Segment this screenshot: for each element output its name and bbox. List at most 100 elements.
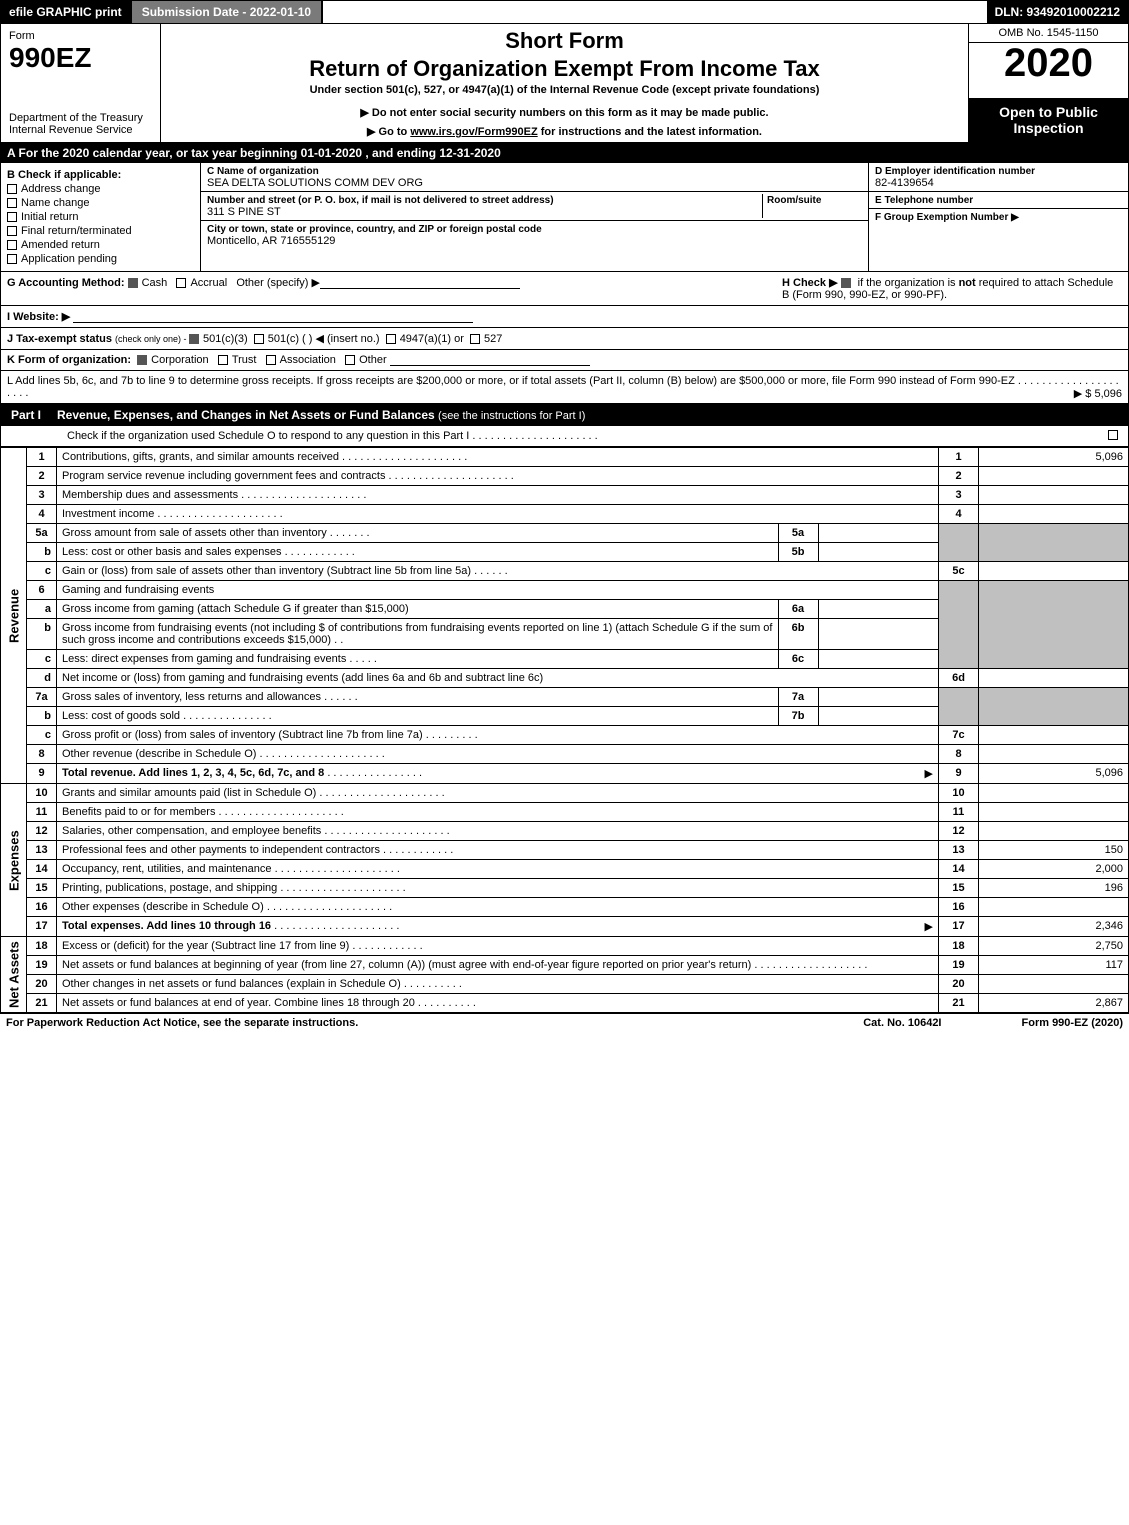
line-l: L Add lines 5b, 6c, and 7b to line 9 to … — [0, 371, 1129, 404]
line-a: A For the 2020 calendar year, or tax yea… — [0, 143, 1129, 163]
name-row: C Name of organization SEA DELTA SOLUTIO… — [201, 163, 868, 192]
table-row: 11Benefits paid to or for members11 — [1, 803, 1129, 822]
page-footer: For Paperwork Reduction Act Notice, see … — [0, 1013, 1129, 1032]
table-row: 2Program service revenue including gover… — [1, 467, 1129, 486]
header-center: Short Form Return of Organization Exempt… — [161, 24, 968, 142]
dln-label: DLN: 93492010002212 — [987, 1, 1128, 23]
checkbox-filled-icon — [128, 278, 138, 288]
short-form-title: Short Form — [169, 28, 960, 54]
table-row: cGross profit or (loss) from sales of in… — [1, 726, 1129, 745]
part1-num: Part I — [1, 405, 51, 425]
footer-right: Form 990-EZ (2020) — [1022, 1017, 1124, 1029]
top-bar: efile GRAPHIC print Submission Date - 20… — [0, 0, 1129, 24]
org-info-block: B Check if applicable: Address change Na… — [0, 163, 1129, 272]
checkbox-icon[interactable] — [176, 278, 186, 288]
f-label: F Group Exemption Number ▶ — [875, 212, 1019, 223]
checkbox-icon[interactable] — [254, 334, 264, 344]
c-label: C Name of organization — [207, 166, 319, 177]
checkbox-icon[interactable] — [266, 355, 276, 365]
part1-title: Revenue, Expenses, and Changes in Net As… — [51, 405, 1128, 425]
phone-row: E Telephone number — [869, 192, 1128, 209]
goto-post: for instructions and the latest informat… — [538, 126, 762, 138]
subtitle: Under section 501(c), 527, or 4947(a)(1)… — [169, 84, 960, 96]
side-revenue: Revenue — [1, 448, 27, 784]
checkbox-icon[interactable] — [218, 355, 228, 365]
goto-pre: ▶ Go to — [367, 126, 410, 138]
checkbox-icon — [7, 240, 17, 250]
chk-address[interactable]: Address change — [7, 183, 194, 195]
table-row: Expenses 10Grants and similar amounts pa… — [1, 784, 1129, 803]
open-inspection: Open to Public Inspection — [969, 98, 1128, 142]
chk-name[interactable]: Name change — [7, 197, 194, 209]
line-box: 1 — [939, 448, 979, 467]
part1-table: Revenue 1 Contributions, gifts, grants, … — [0, 447, 1129, 1013]
table-row: 12Salaries, other compensation, and empl… — [1, 822, 1129, 841]
line-text: Contributions, gifts, grants, and simila… — [57, 448, 939, 467]
b-label: B Check if applicable: — [7, 169, 194, 181]
table-row: dNet income or (loss) from gaming and fu… — [1, 669, 1129, 688]
g-h-block: G Accounting Method: Cash Accrual Other … — [0, 272, 1129, 306]
line-num: 1 — [27, 448, 57, 467]
table-row: 16Other expenses (describe in Schedule O… — [1, 898, 1129, 917]
goto-link[interactable]: www.irs.gov/Form990EZ — [410, 126, 537, 138]
efile-label: efile GRAPHIC print — [1, 1, 130, 23]
table-row: 9Total revenue. Add lines 1, 2, 3, 4, 5c… — [1, 764, 1129, 784]
table-row: 8Other revenue (describe in Schedule O)8 — [1, 745, 1129, 764]
room-label: Room/suite — [767, 195, 821, 206]
table-row: 13Professional fees and other payments t… — [1, 841, 1129, 860]
header-left: Form 990EZ Department of the Treasury In… — [1, 24, 161, 142]
table-row: 5a Gross amount from sale of assets othe… — [1, 524, 1129, 543]
table-row: 7a Gross sales of inventory, less return… — [1, 688, 1129, 707]
tax-year: 2020 — [969, 43, 1128, 98]
chk-initial[interactable]: Initial return — [7, 211, 194, 223]
chk-amended[interactable]: Amended return — [7, 239, 194, 251]
table-row: Net Assets 18Excess or (deficit) for the… — [1, 937, 1129, 956]
checkbox-icon — [7, 212, 17, 222]
e-label: E Telephone number — [875, 195, 973, 206]
checkbox-icon — [7, 184, 17, 194]
checkbox-icon — [7, 226, 17, 236]
table-row: 6Gaming and fundraising events — [1, 581, 1129, 600]
city-value: Monticello, AR 716555129 — [207, 235, 335, 247]
dept-treasury: Department of the Treasury — [9, 112, 152, 124]
city-label: City or town, state or province, country… — [207, 224, 542, 235]
website-input[interactable] — [73, 311, 473, 323]
chk-pending[interactable]: Application pending — [7, 253, 194, 265]
part1-check-row: Check if the organization used Schedule … — [0, 426, 1129, 447]
street-row: Number and street (or P. O. box, if mail… — [201, 192, 868, 221]
checkbox-icon[interactable] — [1108, 430, 1118, 440]
checkbox-icon[interactable] — [470, 334, 480, 344]
table-row: Revenue 1 Contributions, gifts, grants, … — [1, 448, 1129, 467]
col-b: B Check if applicable: Address change Na… — [1, 163, 201, 271]
group-row: F Group Exemption Number ▶ — [869, 209, 1128, 271]
table-row: 19Net assets or fund balances at beginni… — [1, 956, 1129, 975]
checkbox-icon — [7, 198, 17, 208]
form-header: Form 990EZ Department of the Treasury In… — [0, 24, 1129, 143]
line-amt: 5,096 — [979, 448, 1129, 467]
side-netassets: Net Assets — [1, 937, 27, 1013]
l-amount: ▶ $ 5,096 — [1074, 387, 1122, 400]
goto-line: ▶ Go to www.irs.gov/Form990EZ for instru… — [169, 125, 960, 138]
table-row: 21Net assets or fund balances at end of … — [1, 994, 1129, 1013]
footer-left: For Paperwork Reduction Act Notice, see … — [6, 1017, 863, 1029]
ein-row: D Employer identification number 82-4139… — [869, 163, 1128, 192]
other-specify-input[interactable] — [320, 277, 520, 289]
part1-header: Part I Revenue, Expenses, and Changes in… — [0, 404, 1129, 426]
ssn-warning: ▶ Do not enter social security numbers o… — [169, 106, 960, 119]
footer-mid: Cat. No. 10642I — [863, 1017, 941, 1029]
line-k: K Form of organization: Corporation Trus… — [0, 350, 1129, 371]
submission-date: Submission Date - 2022-01-10 — [130, 1, 323, 23]
form-number: 990EZ — [9, 42, 152, 74]
table-row: 3Membership dues and assessments3 — [1, 486, 1129, 505]
checkbox-icon[interactable] — [345, 355, 355, 365]
table-row: cGain or (loss) from sale of assets othe… — [1, 562, 1129, 581]
spacer — [323, 1, 986, 23]
other-org-input[interactable] — [390, 354, 590, 366]
col-c: C Name of organization SEA DELTA SOLUTIO… — [201, 163, 868, 271]
checkbox-filled-icon — [189, 334, 199, 344]
chk-final[interactable]: Final return/terminated — [7, 225, 194, 237]
checkbox-filled-icon — [137, 355, 147, 365]
header-right: OMB No. 1545-1150 2020 Open to Public In… — [968, 24, 1128, 142]
checkbox-icon[interactable] — [386, 334, 396, 344]
checkbox-filled-icon — [841, 278, 851, 288]
